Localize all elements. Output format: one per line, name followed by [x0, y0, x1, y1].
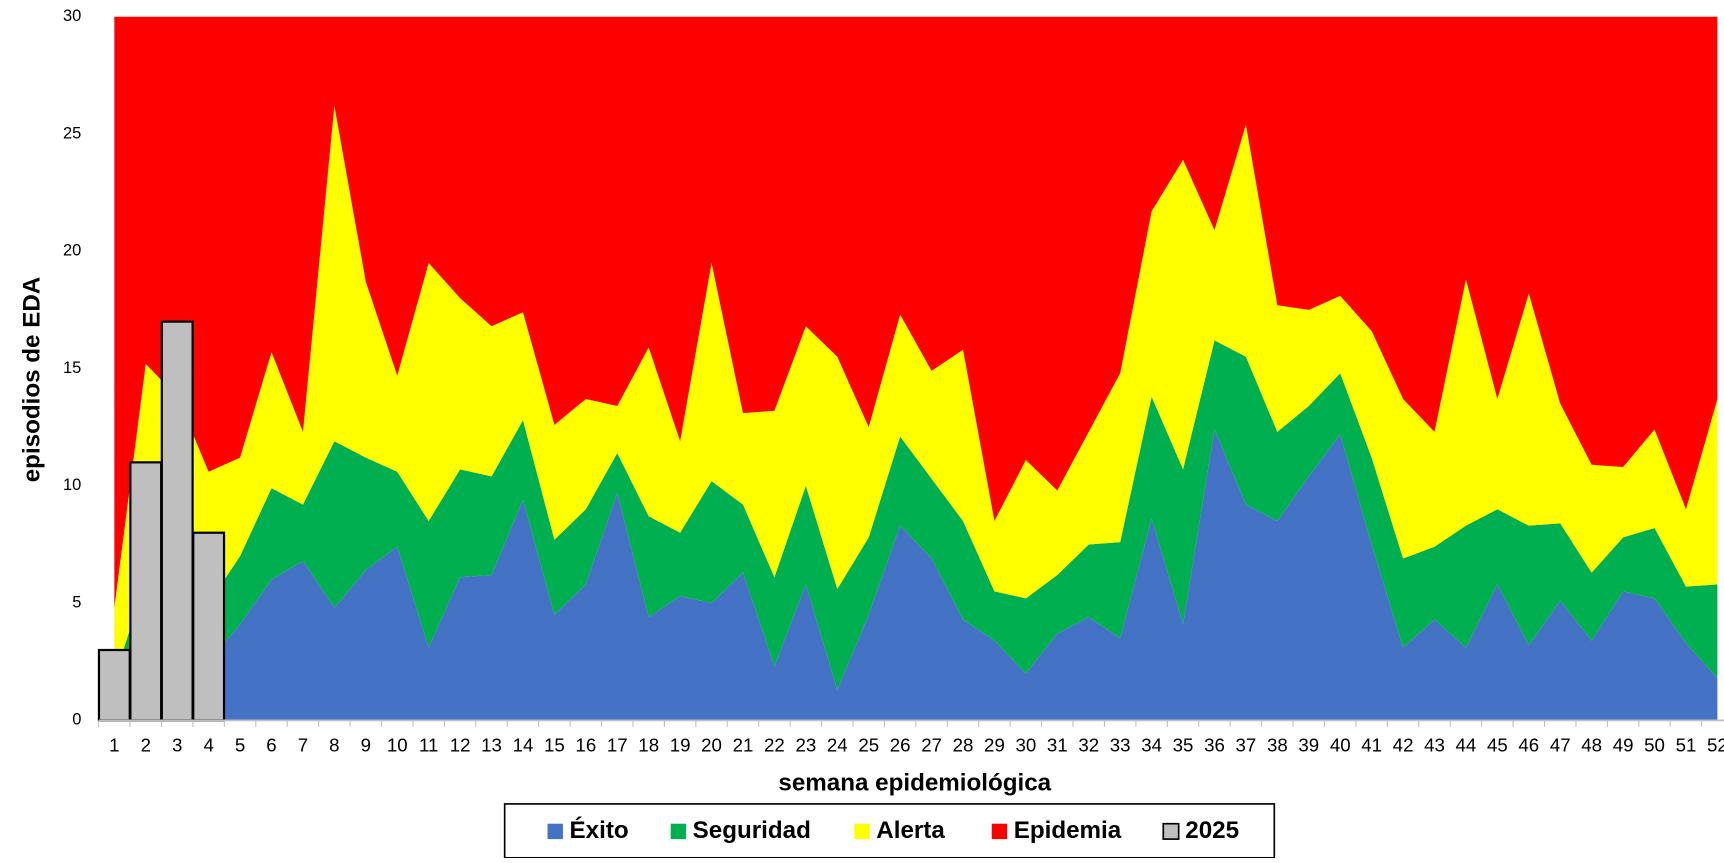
x-tick-label: 49 [1613, 735, 1634, 756]
x-tick-label: 47 [1550, 735, 1571, 756]
y-tick-label: 30 [63, 7, 81, 25]
x-tick-label: 10 [387, 735, 408, 756]
legend-box [503, 803, 1276, 859]
y-tick-label: 15 [63, 359, 81, 377]
x-tick-label: 15 [544, 735, 565, 756]
x-tick-label: 28 [953, 735, 974, 756]
legend-label: Seguridad [693, 817, 811, 844]
y-tick-label: 0 [72, 711, 81, 729]
y-axis-label: episodios de EDA [18, 277, 45, 483]
x-tick-label: 17 [607, 735, 628, 756]
x-tick-label: 14 [513, 735, 534, 756]
x-tick-label: 21 [733, 735, 754, 756]
legend-swatch [991, 823, 1008, 840]
x-tick-label: 19 [670, 735, 691, 756]
x-tick-label: 16 [575, 735, 596, 756]
x-tick-label: 1 [109, 735, 119, 756]
legend-swatch [670, 823, 687, 840]
x-tick-label: 27 [921, 735, 942, 756]
x-tick-label: 37 [1236, 735, 1257, 756]
x-tick-label: 13 [481, 735, 502, 756]
x-tick-label: 42 [1393, 735, 1414, 756]
x-tick-label: 23 [795, 735, 816, 756]
x-tick-label: 46 [1518, 735, 1539, 756]
x-tick-label: 41 [1361, 735, 1382, 756]
x-tick-label: 6 [266, 735, 276, 756]
x-tick-label: 45 [1487, 735, 1508, 756]
bar [192, 531, 226, 722]
legend-label: 2025 [1185, 817, 1239, 844]
x-tick-label: 4 [203, 735, 213, 756]
x-tick-label: 12 [450, 735, 471, 756]
x-tick-label: 2 [141, 735, 151, 756]
x-tick-label: 35 [1173, 735, 1194, 756]
y-tick-label: 20 [63, 242, 81, 260]
x-tick-label: 39 [1298, 735, 1319, 756]
x-tick-label: 26 [890, 735, 911, 756]
x-tick-label: 33 [1110, 735, 1131, 756]
x-tick-label: 48 [1581, 735, 1602, 756]
x-tick-label: 11 [419, 735, 438, 756]
x-tick-label: 8 [329, 735, 339, 756]
x-tick-label: 20 [701, 735, 722, 756]
x-tick-label: 51 [1676, 735, 1697, 756]
legend-label: Alerta [876, 817, 945, 844]
bar [160, 320, 194, 722]
legend-swatch [1162, 822, 1180, 840]
y-tick-label: 5 [72, 593, 81, 611]
y-tick-label: 10 [63, 476, 81, 494]
bar [97, 648, 131, 722]
x-tick-label: 9 [361, 735, 371, 756]
x-tick-label: 34 [1141, 735, 1162, 756]
x-axis-label: semana epidemiológica [778, 770, 1051, 797]
x-tick-label: 3 [172, 735, 182, 756]
y-tick-label: 25 [63, 124, 81, 142]
legend-swatch [547, 823, 563, 840]
legend-label: Epidemia [1014, 817, 1122, 844]
x-tick-label: 50 [1644, 735, 1665, 756]
x-tick-label: 22 [764, 735, 785, 756]
area [114, 16, 1718, 608]
area [114, 340, 1718, 697]
x-tick-label: 24 [827, 735, 848, 756]
x-tick-label: 40 [1330, 735, 1351, 756]
x-tick-label: 38 [1267, 735, 1288, 756]
x-tick-label: 31 [1047, 735, 1068, 756]
x-tick-label: 30 [1015, 735, 1036, 756]
x-tick-label: 36 [1204, 735, 1225, 756]
x-tick-label: 7 [298, 735, 308, 756]
legend-label: Éxito [570, 816, 629, 844]
x-tick-label: 5 [235, 735, 245, 756]
x-tick-label: 43 [1424, 735, 1445, 756]
x-tick-label: 32 [1078, 735, 1099, 756]
area [114, 105, 1718, 679]
x-tick-label: 18 [638, 735, 659, 756]
x-tick-label: 25 [858, 735, 879, 756]
x-tick-label: 52 [1707, 735, 1724, 756]
bar [129, 461, 163, 722]
legend-swatch [854, 823, 870, 840]
area [114, 429, 1718, 721]
x-tick-label: 29 [984, 735, 1005, 756]
x-tick-label: 44 [1456, 735, 1477, 756]
